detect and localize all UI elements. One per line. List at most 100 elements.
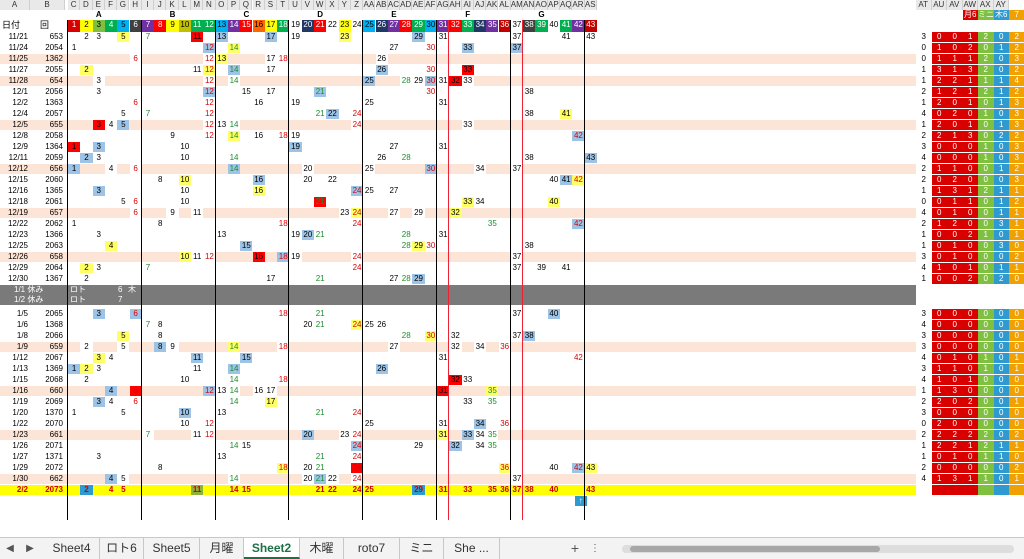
column-letter[interactable]: W <box>314 0 327 10</box>
spreadsheet-grid[interactable]: A B C D E F G H I J K L M N O P Q R S T U V W X Y Z AA AB AC AD AE AF AG… <box>0 0 1024 537</box>
column-letter[interactable]: M <box>191 0 204 10</box>
number-cell: 12 <box>203 87 216 97</box>
number-cell: 14 <box>227 43 241 53</box>
number-cell: 14 <box>227 342 241 352</box>
column-letter[interactable]: Q <box>240 0 253 10</box>
column-letter[interactable]: AI <box>461 0 474 10</box>
column-letter[interactable]: AC <box>387 0 401 10</box>
number-cell: 5 <box>117 342 130 352</box>
column-letter[interactable]: E <box>92 0 105 10</box>
column-letter[interactable]: AM <box>510 0 524 10</box>
total-cell: 1 <box>978 353 994 363</box>
sheet-tab[interactable]: She ... <box>444 538 500 559</box>
column-letter[interactable]: H <box>129 0 142 10</box>
total-cell: 0 <box>947 230 963 240</box>
column-letter[interactable]: C <box>68 0 81 10</box>
number-cell: 10 <box>178 375 191 385</box>
total-cell: 0 <box>993 342 1009 352</box>
column-letter[interactable]: AV <box>947 0 963 10</box>
column-letter[interactable]: B <box>30 0 65 10</box>
row-date: 1/15 <box>12 375 28 384</box>
column-letter[interactable]: AY <box>993 0 1009 10</box>
column-letter[interactable]: AK <box>486 0 499 10</box>
column-letter[interactable]: X <box>326 0 339 10</box>
column-letter[interactable]: AQ <box>560 0 573 10</box>
row-date: 12/18 <box>7 197 28 206</box>
column-letter[interactable]: P <box>227 0 241 10</box>
column-letter[interactable]: L <box>178 0 191 10</box>
column-letter[interactable]: U <box>289 0 302 10</box>
column-letter[interactable]: G <box>117 0 130 10</box>
column-letter[interactable]: V <box>301 0 314 10</box>
total-cell: 0 <box>993 364 1009 374</box>
add-sheet-button[interactable]: + <box>570 540 580 556</box>
column-letter[interactable]: F <box>104 0 118 10</box>
column-letter[interactable]: Z <box>350 0 364 10</box>
column-letter[interactable]: T <box>277 0 290 10</box>
total-cell: 1 <box>993 76 1009 86</box>
number-cell: 21 <box>315 485 325 494</box>
column-letter[interactable]: AL <box>498 0 511 10</box>
total-cell: 3 <box>947 186 963 196</box>
column-letter[interactable]: AD <box>400 0 413 10</box>
sheet-tab[interactable]: roto7 <box>344 538 400 559</box>
column-letter[interactable]: AR <box>572 0 585 10</box>
column-letter[interactable]: AX <box>978 0 994 10</box>
column-letter[interactable]: AN <box>523 0 536 10</box>
row-kai: 2068 <box>45 375 63 384</box>
column-letter[interactable]: AG <box>437 0 450 10</box>
number-cell: 7 <box>141 320 155 330</box>
column-letter[interactable]: AS <box>584 0 597 10</box>
table-row: 12/26 658 10 11 12 16 18 19 24 37 <box>0 252 916 262</box>
column-letter[interactable]: R <box>252 0 265 10</box>
number-header-cell: 16 <box>252 20 265 32</box>
column-letter[interactable]: I <box>141 0 155 10</box>
row-kai: 1366 <box>45 230 63 239</box>
column-letter[interactable]: D <box>80 0 93 10</box>
column-letter[interactable]: N <box>203 0 216 10</box>
number-header-cell: 34 <box>473 20 487 32</box>
column-letter[interactable]: AO <box>535 0 548 10</box>
column-letter[interactable]: AT <box>916 0 932 10</box>
sheet-tab[interactable]: 月曜 <box>200 538 244 559</box>
column-letter[interactable]: AA <box>363 0 376 10</box>
sheet-tab[interactable]: Sheet2 <box>244 538 300 559</box>
column-letter[interactable]: AF <box>424 0 437 10</box>
column-letter[interactable]: S <box>264 0 278 10</box>
column-letter[interactable]: AH <box>449 0 462 10</box>
horizontal-scrollbar[interactable] <box>622 545 1014 553</box>
tab-scroll-right-icon[interactable]: ▶ <box>26 543 34 554</box>
total-cell: 0 <box>962 463 978 473</box>
sheet-tab[interactable]: 木曜 <box>300 538 344 559</box>
total-cell: 3 <box>1009 153 1024 163</box>
table-row: 1/22 2070 10 12 25 31 34 36 <box>0 419 916 429</box>
total-cell: 1 <box>1009 208 1024 218</box>
column-letter[interactable]: AW <box>962 0 978 10</box>
column-letter[interactable]: J <box>154 0 167 10</box>
number-cell: 13 <box>215 386 228 396</box>
column-letter[interactable]: AE <box>412 0 425 10</box>
column-letter[interactable]: AU <box>931 0 947 10</box>
number-cell: 4 <box>104 397 118 407</box>
column-letter[interactable]: K <box>166 0 179 10</box>
column-letter[interactable]: AJ <box>473 0 487 10</box>
number-cell: 6 <box>129 309 142 319</box>
sheet-tab[interactable]: Sheet4 <box>44 538 100 559</box>
column-letter[interactable]: O <box>215 0 228 10</box>
total-cell: 2 <box>1009 32 1024 42</box>
total-cell: 0 <box>993 397 1009 407</box>
more-options-icon[interactable]: ⋮ <box>590 543 600 554</box>
sheet-tab[interactable]: ミニ <box>400 538 444 559</box>
column-letter[interactable]: A <box>0 0 30 10</box>
scrollbar-thumb[interactable] <box>630 546 880 552</box>
total-cell: 1 <box>993 186 1009 196</box>
sheet-tab[interactable]: ロト6 <box>100 538 144 559</box>
tab-scroll-left-icon[interactable]: ◀ <box>6 543 14 554</box>
column-letter[interactable]: AP <box>547 0 560 10</box>
column-letter[interactable]: AB <box>375 0 388 10</box>
column-letter[interactable]: Y <box>338 0 351 10</box>
sheet-tab[interactable]: Sheet5 <box>144 538 200 559</box>
